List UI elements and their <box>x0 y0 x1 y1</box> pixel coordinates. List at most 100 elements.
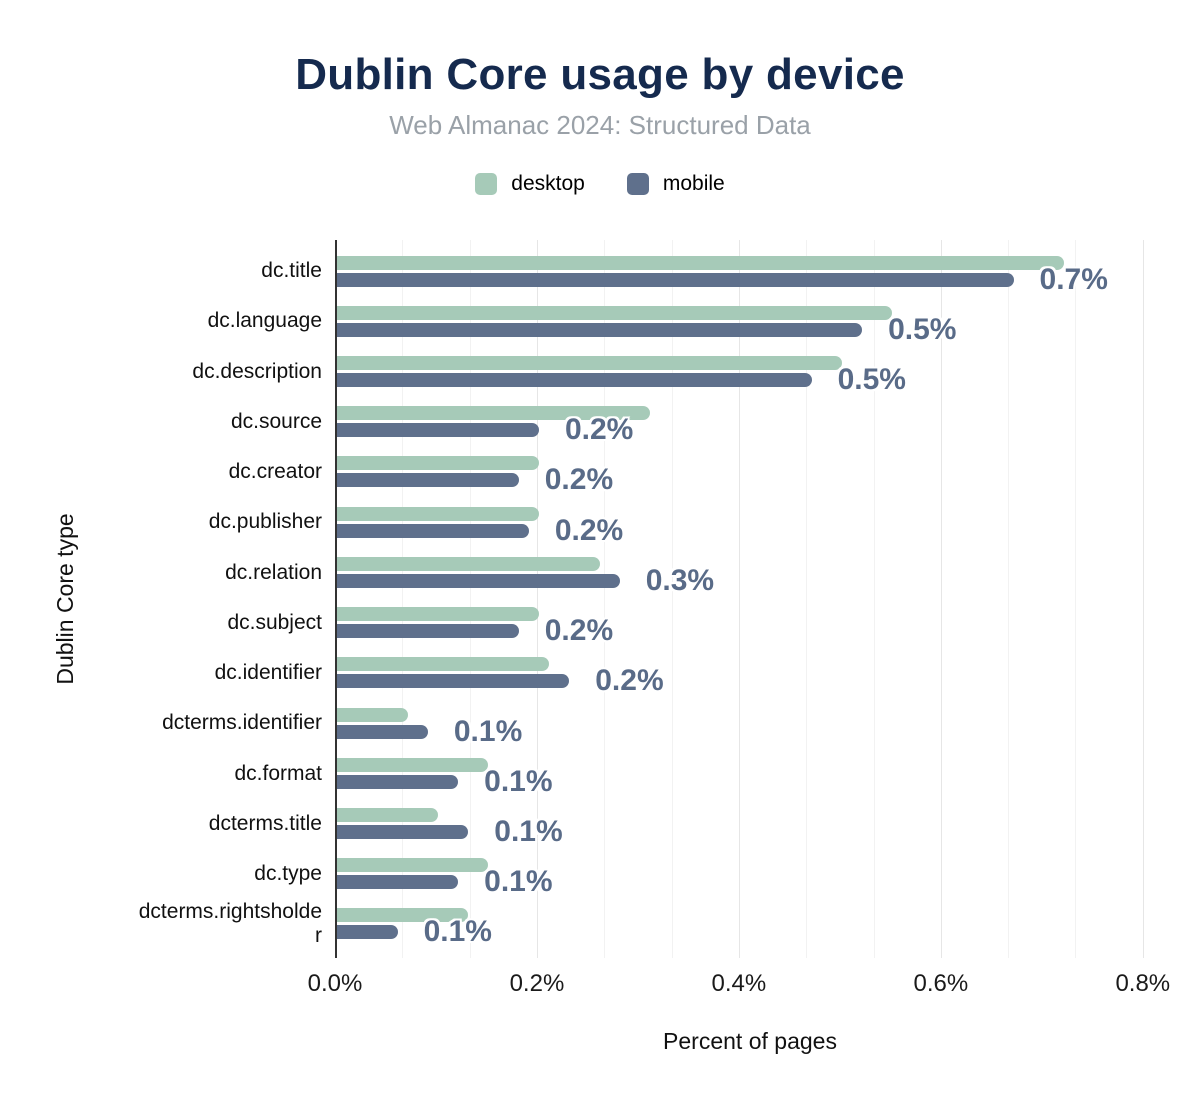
mobile-bar <box>337 473 519 488</box>
desktop-bar <box>337 406 651 421</box>
category-label: dc.publisher <box>208 510 322 534</box>
category-label: dc.format <box>234 761 322 785</box>
x-axis-title: Percent of pages <box>663 1028 837 1054</box>
x-tick-label: 0.0% <box>307 970 363 997</box>
value-label: 0.1% <box>494 815 563 849</box>
gridline <box>738 240 740 958</box>
value-label: 0.1% <box>423 915 492 949</box>
x-tick-label: 0.8% <box>1115 970 1171 997</box>
bar-row: 0.1% <box>337 898 1165 949</box>
desktop-bar <box>337 707 408 722</box>
bar-row: 0.2% <box>337 597 1165 648</box>
desktop-bar <box>337 456 539 471</box>
gridline <box>1142 240 1144 958</box>
x-tick-label: 0.4% <box>711 970 767 997</box>
bar-row: 0.5% <box>337 346 1165 397</box>
mobile-bar <box>337 523 529 538</box>
value-label: 0.3% <box>645 563 715 597</box>
bar-row: 0.1% <box>337 748 1165 799</box>
value-label: 0.1% <box>484 865 553 899</box>
category-label: dc.description <box>192 359 322 383</box>
category-label: dcterms.title <box>208 811 322 835</box>
mobile-bar <box>337 272 1014 287</box>
value-label: 0.5% <box>837 362 906 396</box>
bar-row: 0.2% <box>337 497 1165 548</box>
legend-label-mobile: mobile <box>662 172 725 195</box>
gridline <box>1075 240 1077 958</box>
x-tick-label: 0.2% <box>509 970 565 997</box>
bar-row: 0.5% <box>337 296 1165 347</box>
gridline <box>604 240 606 958</box>
bar-row: 0.2% <box>337 446 1165 497</box>
gridline <box>671 240 673 958</box>
mobile-bar <box>337 825 469 840</box>
category-label: dc.language <box>207 309 322 333</box>
gridline <box>402 240 404 958</box>
gridline <box>469 240 471 958</box>
gridline <box>873 240 875 958</box>
desktop-bar <box>337 908 469 923</box>
category-label: dc.relation <box>225 560 322 584</box>
desktop-bar <box>337 255 1065 270</box>
bar-row: 0.3% <box>337 547 1165 598</box>
desktop-bar <box>337 757 489 772</box>
desktop-bar <box>337 556 600 571</box>
value-label: 0.5% <box>888 312 957 346</box>
value-label: 0.2% <box>544 463 614 497</box>
plot-area: 0.7% 0.5% 0.5% 0.2% 0.2% 0.2% 0.3% 0.2% 0.2% 0.1%… <box>335 240 1165 958</box>
desktop-swatch-icon <box>475 173 498 195</box>
desktop-bar <box>337 808 438 823</box>
value-label: 0.7% <box>1039 262 1108 296</box>
legend-item-desktop: desktop <box>475 172 585 196</box>
category-label: dc.source <box>230 409 322 433</box>
value-label: 0.1% <box>453 714 523 748</box>
desktop-bar <box>337 657 550 672</box>
bar-row: 0.1% <box>337 798 1165 849</box>
mobile-bar <box>337 925 398 940</box>
mobile-bar <box>337 322 863 337</box>
value-label: 0.2% <box>595 664 664 698</box>
desktop-bar <box>337 305 893 320</box>
bar-row: 0.2% <box>337 647 1165 698</box>
bar-row: 0.1% <box>337 698 1165 749</box>
chart-subtitle: Web Almanac 2024: Structured Data <box>389 110 811 140</box>
mobile-bar <box>337 372 812 387</box>
category-axis: dc.title dc.language dc.description dc.sour… <box>0 240 335 958</box>
mobile-bar <box>337 423 539 438</box>
category-label: dc.subject <box>227 610 322 634</box>
gridline <box>940 240 942 958</box>
desktop-bar <box>337 355 842 370</box>
bar-row: 0.1% <box>337 848 1165 899</box>
bar-row: 0.2% <box>337 396 1165 447</box>
value-label: 0.2% <box>564 413 634 447</box>
mobile-bar <box>337 674 570 689</box>
category-label: dc.creator <box>228 460 322 484</box>
desktop-bar <box>337 607 539 622</box>
value-label: 0.2% <box>544 614 614 648</box>
mobile-bar <box>337 724 428 739</box>
bar-row: 0.7% <box>337 246 1165 297</box>
category-label: dc.title <box>261 259 322 283</box>
mobile-bar <box>337 774 459 789</box>
gridline <box>806 240 808 958</box>
mobile-bar <box>337 624 519 639</box>
category-label: dcterms.identifier <box>162 711 322 735</box>
category-label: dc.identifier <box>214 661 322 685</box>
gridline <box>536 240 538 958</box>
mobile-bar <box>337 573 620 588</box>
category-label: dc.type <box>254 861 322 885</box>
mobile-swatch-icon <box>626 173 649 195</box>
desktop-bar <box>337 506 539 521</box>
value-label: 0.1% <box>484 764 553 798</box>
legend-item-mobile: mobile <box>626 172 725 196</box>
x-tick-label: 0.6% <box>913 970 969 997</box>
mobile-bar <box>337 875 459 890</box>
desktop-bar <box>337 858 489 873</box>
legend: desktop mobile <box>0 172 1200 196</box>
gridline <box>1008 240 1010 958</box>
value-label: 0.2% <box>554 513 624 547</box>
x-axis-ticks: 0.0% 0.2% 0.4% 0.6% 0.8% <box>0 970 1200 998</box>
legend-label-desktop: desktop <box>511 172 585 195</box>
category-label: dcterms.rightsholder <box>138 900 322 947</box>
